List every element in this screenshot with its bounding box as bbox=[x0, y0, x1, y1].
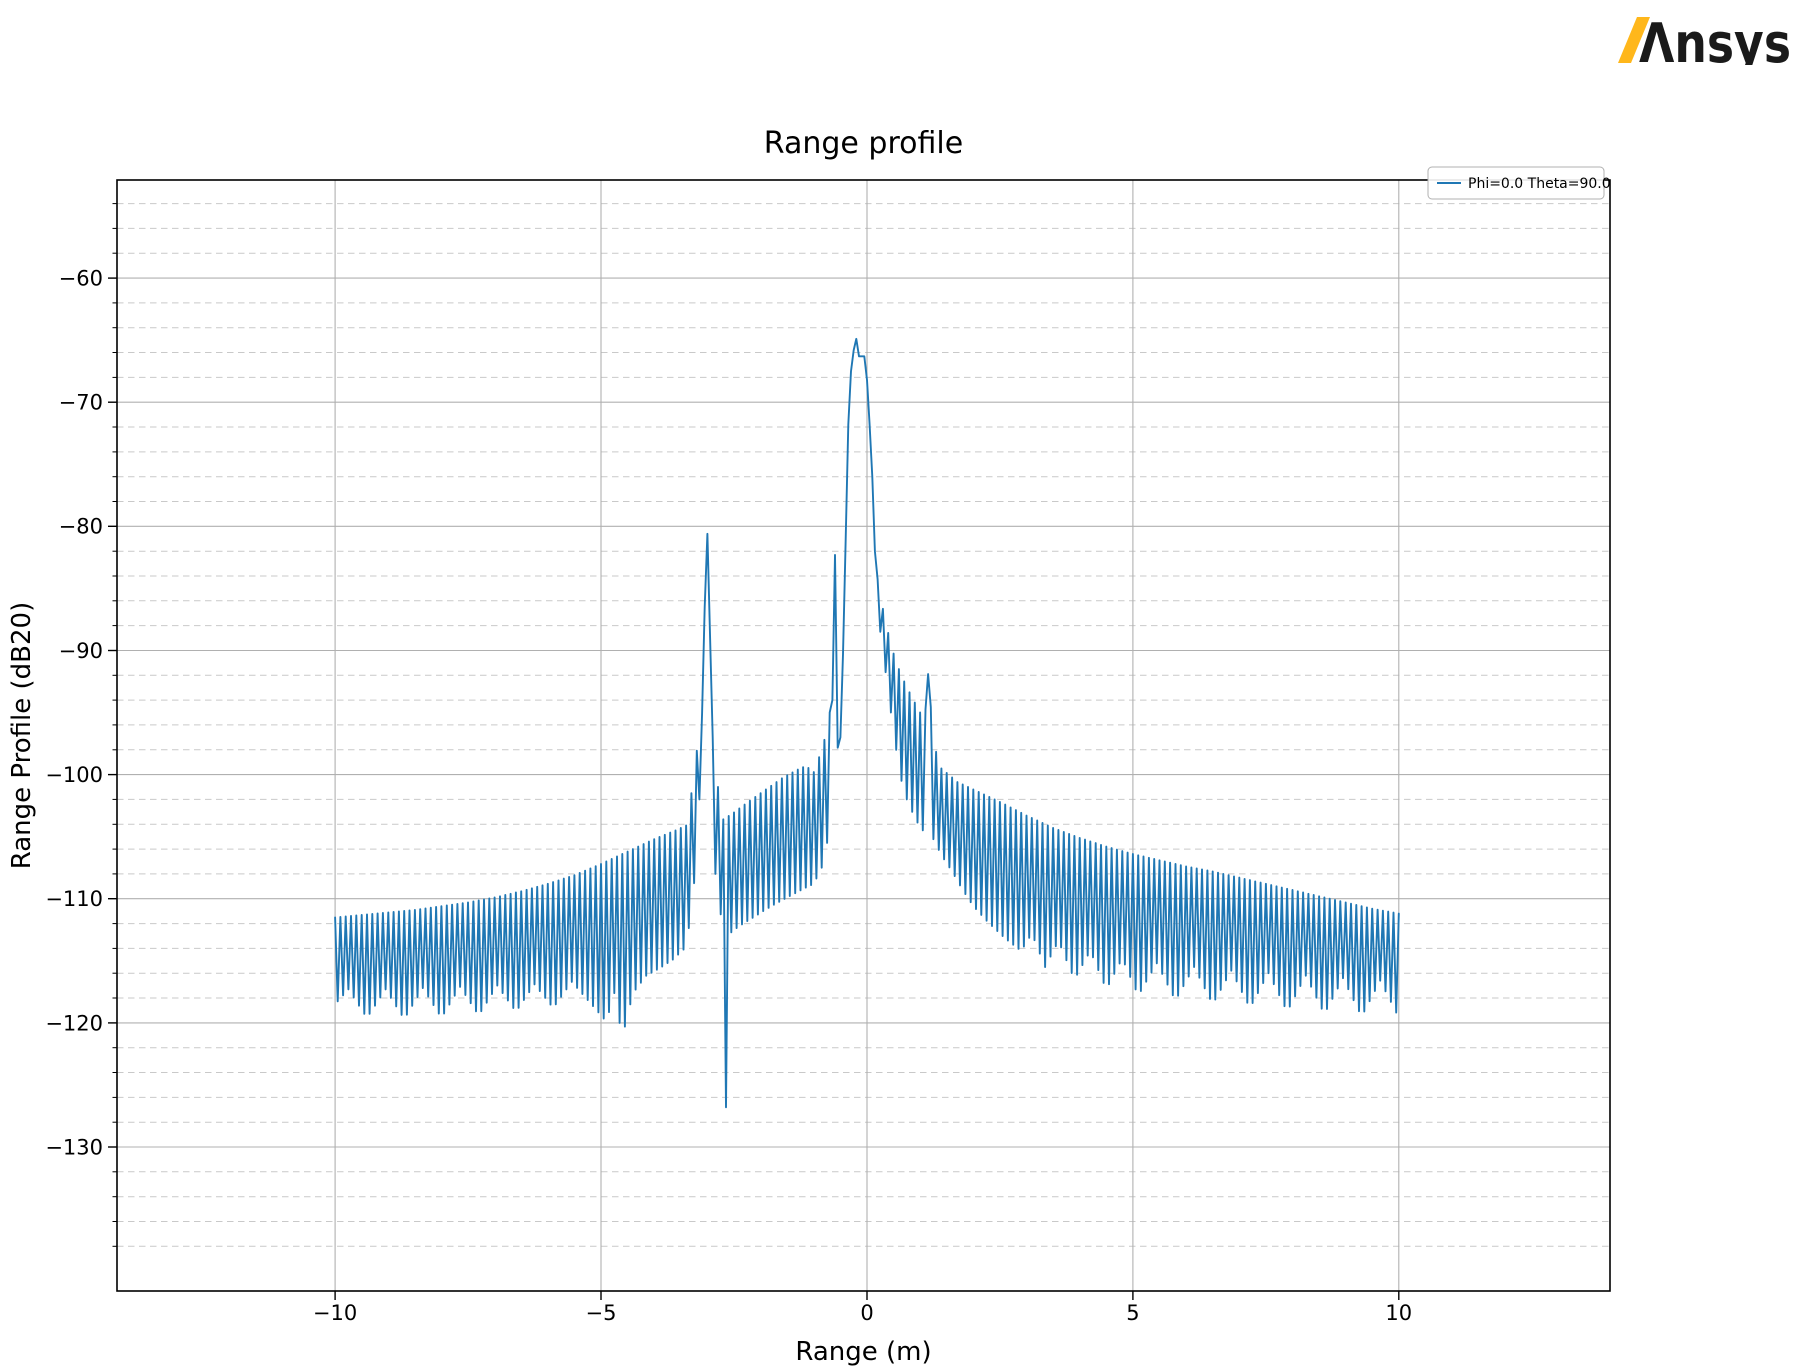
x-tick-label: 5 bbox=[1126, 1301, 1139, 1325]
grid-minor bbox=[117, 203, 1610, 1247]
chart-title: Range profile bbox=[764, 126, 963, 161]
legend-label: Phi=0.0 Theta=90.0 bbox=[1468, 176, 1611, 192]
y-tick-label: −120 bbox=[45, 1011, 103, 1035]
y-tick-label: −60 bbox=[59, 266, 103, 290]
axis-ticks-labels: −60 −70 −80 −90 −100 −110 −120 −130 −10 −5 0 5 10 bbox=[45, 203, 1412, 1325]
legend: Phi=0.0 Theta=90.0 bbox=[1427, 166, 1611, 200]
grid-major bbox=[117, 180, 1610, 1291]
x-tick-label: 10 bbox=[1385, 1301, 1412, 1325]
y-axis-label: Range Profile (dB20) bbox=[7, 602, 37, 870]
y-tick-label: −90 bbox=[59, 639, 103, 663]
legend-box bbox=[1427, 166, 1605, 200]
y-tick-label: −80 bbox=[59, 515, 103, 539]
x-axis-label: Range (m) bbox=[795, 1337, 931, 1367]
x-tick-label: −10 bbox=[313, 1301, 357, 1325]
series-line bbox=[334, 337, 1400, 1109]
logo-text: Λnsys bbox=[1639, 13, 1791, 65]
logo-slash-icon bbox=[1618, 17, 1650, 63]
figure-labels: Range profile Range (m) Range Profile (dB2… bbox=[7, 126, 963, 1367]
x-tick-label: 0 bbox=[860, 1301, 873, 1325]
x-tick-label: −5 bbox=[586, 1301, 617, 1325]
y-tick-label: −70 bbox=[59, 391, 103, 415]
y-tick-label: −100 bbox=[45, 763, 103, 787]
ansys-logo: Λnsys bbox=[1618, 13, 1791, 65]
axes-frame bbox=[116, 179, 1611, 1292]
y-tick-label: −130 bbox=[45, 1135, 103, 1159]
y-tick-label: −110 bbox=[45, 887, 103, 911]
